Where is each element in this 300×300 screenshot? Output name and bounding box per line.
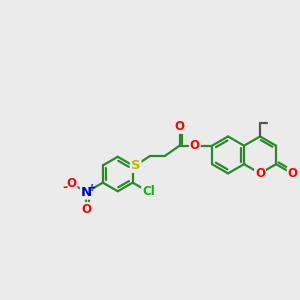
Text: O: O [190,139,200,152]
Text: O: O [81,203,92,216]
Text: O: O [175,120,184,133]
Text: O: O [67,177,76,190]
Text: N: N [81,186,92,199]
Text: Cl: Cl [142,185,155,198]
Text: O: O [255,167,265,180]
Text: O: O [288,167,298,180]
Text: +: + [88,183,96,194]
Text: S: S [131,159,140,172]
Text: -: - [62,181,67,194]
